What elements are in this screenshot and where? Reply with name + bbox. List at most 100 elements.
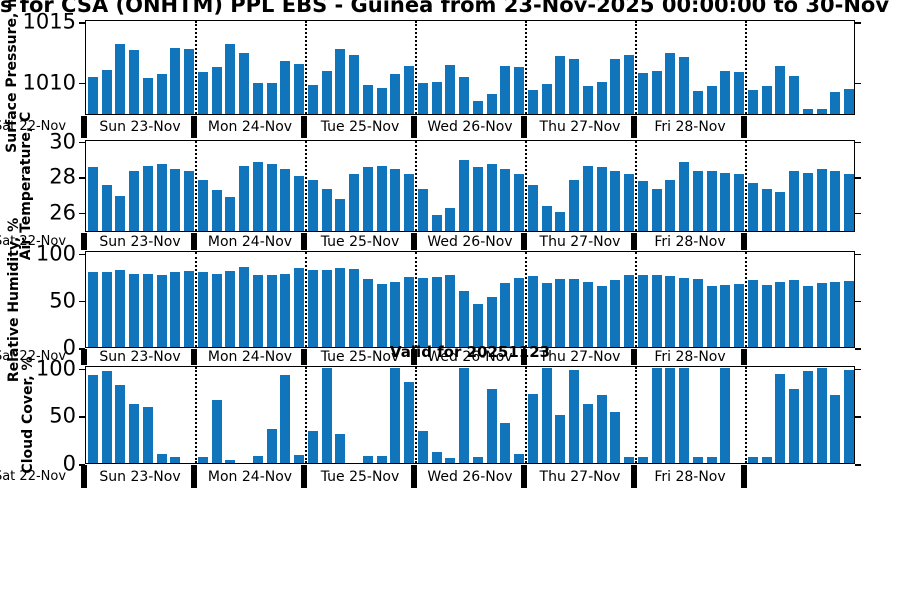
bar — [830, 282, 841, 347]
y-tick-label: 1010 — [22, 70, 76, 94]
day-boundary-tick — [741, 116, 747, 138]
bar — [720, 172, 731, 231]
y-tick-label: 100 — [35, 241, 76, 266]
bar — [527, 185, 538, 231]
y-tick-left — [79, 368, 85, 371]
bar — [307, 269, 318, 347]
day-label: Wed 26-Nov — [427, 349, 513, 365]
bar — [87, 374, 98, 463]
bar — [390, 169, 401, 231]
bar — [431, 277, 442, 347]
bar — [500, 169, 511, 231]
day-boundary-gridline — [745, 367, 747, 463]
bar — [486, 93, 497, 114]
bar — [816, 282, 827, 347]
bar — [651, 367, 662, 463]
bar — [294, 455, 305, 463]
bar — [624, 275, 635, 347]
bar — [115, 384, 126, 463]
bar — [376, 87, 387, 114]
day-boundary-tick — [631, 233, 637, 250]
day-label: Sat 22-Nov — [0, 119, 67, 134]
y-tick-left — [79, 348, 85, 350]
bar — [156, 163, 167, 231]
day-label: Fri 28-Nov — [654, 468, 726, 485]
bar — [816, 109, 827, 114]
bar — [844, 174, 855, 231]
day-boundary-gridline — [525, 367, 527, 463]
bar — [706, 457, 717, 463]
day-boundary-gridline — [745, 141, 747, 231]
day-boundary-gridline — [305, 21, 307, 114]
bar — [225, 460, 236, 463]
bar — [514, 278, 525, 347]
bar — [610, 280, 621, 347]
bar — [541, 83, 552, 114]
bar — [252, 456, 263, 463]
bar — [582, 282, 593, 347]
bar — [142, 406, 153, 463]
bar — [170, 47, 181, 114]
day-label: Sun 23-Nov — [99, 233, 181, 250]
y-tick-label: 28 — [49, 164, 76, 189]
day-boundary-gridline — [415, 367, 417, 463]
bar — [115, 44, 126, 114]
bar — [541, 282, 552, 347]
bar — [582, 86, 593, 114]
day-label: Mon 24-Nov — [207, 119, 293, 135]
bar — [665, 367, 676, 463]
bar — [706, 170, 717, 231]
bar — [197, 71, 208, 114]
bar — [184, 270, 195, 347]
bar — [156, 275, 167, 347]
bar — [761, 188, 772, 231]
bar — [555, 56, 566, 114]
bar — [376, 456, 387, 463]
bar — [734, 71, 745, 114]
day-boundary-gridline — [305, 252, 307, 347]
bar — [747, 280, 758, 347]
day-boundary-tick — [521, 349, 527, 365]
bar — [404, 277, 415, 347]
bar — [802, 285, 813, 347]
bar — [280, 273, 291, 347]
bar — [720, 367, 731, 463]
bar — [129, 273, 140, 347]
bar — [775, 282, 786, 347]
bar — [431, 451, 442, 463]
bar — [610, 170, 621, 231]
y-tick-label: 0 — [62, 335, 76, 360]
day-boundary-tick — [191, 116, 197, 138]
bar — [706, 86, 717, 114]
y-tick-left — [79, 416, 85, 418]
bar — [761, 457, 772, 463]
bar — [390, 282, 401, 347]
y-tick-left — [79, 464, 85, 466]
day-boundary-tick — [81, 349, 87, 365]
bar — [747, 457, 758, 463]
bar — [349, 55, 360, 114]
bar — [459, 76, 470, 114]
bar — [830, 170, 841, 231]
bar — [679, 57, 690, 114]
bar — [844, 281, 855, 347]
subplot-2-box — [85, 140, 855, 232]
bar — [376, 165, 387, 231]
bar — [170, 271, 181, 347]
day-boundary-gridline — [635, 367, 637, 463]
day-label: Mon 24-Nov — [207, 468, 293, 485]
bar — [541, 206, 552, 231]
bar — [349, 268, 360, 347]
bar — [514, 67, 525, 114]
bar — [816, 169, 827, 231]
y-tick-right — [855, 368, 861, 371]
bar — [362, 456, 373, 463]
bar — [156, 74, 167, 114]
day-boundary-gridline — [635, 141, 637, 231]
bar — [307, 179, 318, 231]
day-label: Thu 27-Nov — [539, 119, 621, 135]
bar — [445, 64, 456, 114]
bar — [170, 169, 181, 231]
y-tick-left — [79, 82, 85, 85]
bar — [211, 190, 222, 231]
